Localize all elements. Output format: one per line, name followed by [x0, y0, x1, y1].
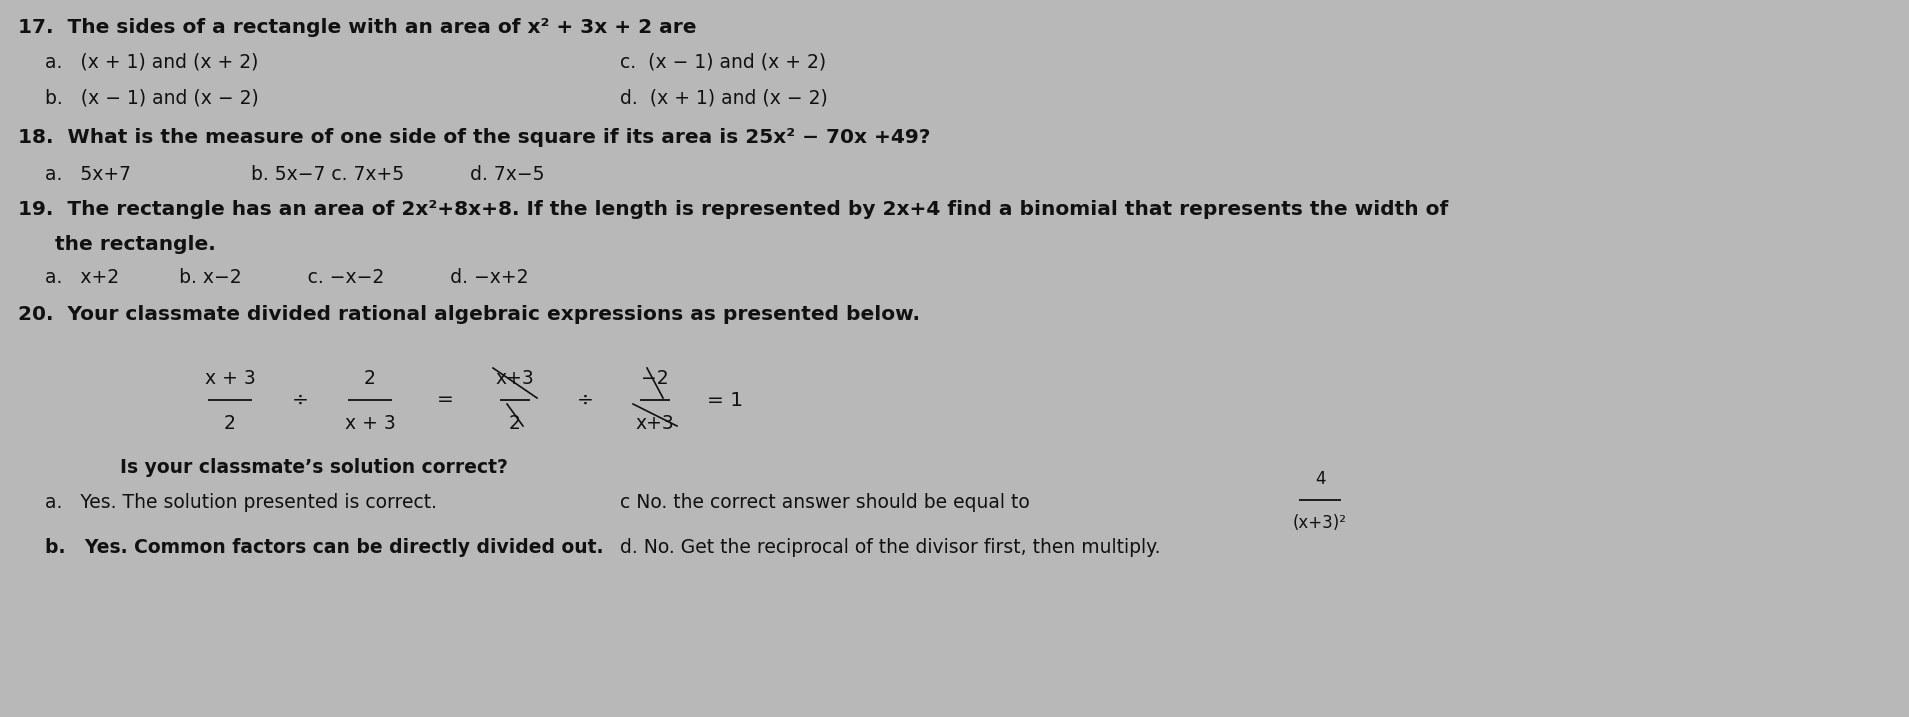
Text: x+3: x+3 [636, 414, 674, 433]
Text: 4: 4 [1315, 470, 1325, 488]
Text: the rectangle.: the rectangle. [55, 235, 216, 254]
Text: 2: 2 [365, 369, 376, 388]
Text: d. No. Get the reciprocal of the divisor first, then multiply.: d. No. Get the reciprocal of the divisor… [620, 538, 1161, 557]
Text: d.  (x + 1) and (x − 2): d. (x + 1) and (x − 2) [620, 88, 829, 107]
Text: a.   Yes. The solution presented is correct.: a. Yes. The solution presented is correc… [46, 493, 437, 512]
Text: a.   5x+7                    b. 5x−7 c. 7x+5           d. 7x−5: a. 5x+7 b. 5x−7 c. 7x+5 d. 7x−5 [46, 165, 544, 184]
Text: −2: −2 [641, 369, 668, 388]
Text: Is your classmate’s solution correct?: Is your classmate’s solution correct? [120, 458, 508, 477]
Text: x+3: x+3 [496, 369, 535, 388]
Text: 2: 2 [510, 414, 521, 433]
Text: (x+3)²: (x+3)² [1292, 514, 1348, 532]
Text: x + 3: x + 3 [346, 414, 395, 433]
Text: ÷: ÷ [292, 391, 309, 409]
Text: c.  (x − 1) and (x + 2): c. (x − 1) and (x + 2) [620, 52, 827, 71]
Text: 19.  The rectangle has an area of 2x²+8x+8. If the length is represented by 2x+4: 19. The rectangle has an area of 2x²+8x+… [17, 200, 1449, 219]
Text: 18.  What is the measure of one side of the square if its area is 25x² − 70x +49: 18. What is the measure of one side of t… [17, 128, 930, 147]
Text: ÷: ÷ [577, 391, 594, 409]
Text: = 1: = 1 [706, 391, 743, 409]
Text: c No. the correct answer should be equal to: c No. the correct answer should be equal… [620, 493, 1029, 512]
Text: 2: 2 [223, 414, 237, 433]
Text: a.   x+2          b. x−2           c. −x−2           d. −x+2: a. x+2 b. x−2 c. −x−2 d. −x+2 [46, 268, 529, 287]
Text: a.   (x + 1) and (x + 2): a. (x + 1) and (x + 2) [46, 52, 258, 71]
Text: b.   Yes. Common factors can be directly divided out.: b. Yes. Common factors can be directly d… [46, 538, 603, 557]
Text: b.   (x − 1) and (x − 2): b. (x − 1) and (x − 2) [46, 88, 260, 107]
Text: 17.  The sides of a rectangle with an area of x² + 3x + 2 are: 17. The sides of a rectangle with an are… [17, 18, 697, 37]
Text: =: = [437, 391, 454, 409]
Text: 20.  Your classmate divided rational algebraic expressions as presented below.: 20. Your classmate divided rational alge… [17, 305, 920, 324]
Text: x + 3: x + 3 [204, 369, 256, 388]
